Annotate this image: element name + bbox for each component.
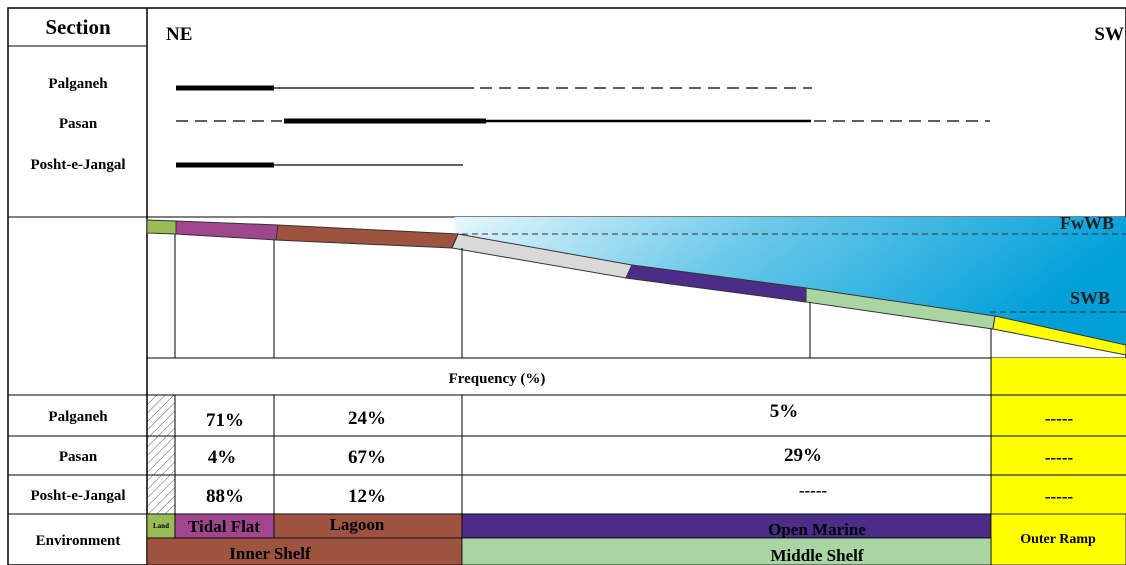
freq-palganeh-marine: 5% [770, 401, 799, 422]
env-tidal-flat-cell [174, 513, 275, 539]
freq-pasan-lagoon: 67% [348, 447, 386, 468]
env-land-label: Land [153, 522, 169, 530]
env-middle-shelf-label: Middle Shelf [770, 546, 863, 565]
profile-lagoon [275, 224, 459, 249]
env-middle-shelf-cell [461, 537, 992, 565]
range-section-pasan: Pasan [59, 116, 98, 132]
env-tidal-flat-label: Tidal Flat [188, 517, 260, 536]
frequency-header: Frequency (%) [449, 371, 546, 387]
profile-land [146, 219, 177, 235]
environment-label: Environment [36, 533, 121, 549]
freq-posht-marine: ----- [799, 481, 828, 500]
freq-posht-lagoon: 12% [348, 486, 386, 507]
range-section-palganeh: Palganeh [48, 76, 108, 92]
freq-posht-outer: ----- [1045, 487, 1074, 506]
freq-row-name-palganeh: Palganeh [48, 409, 108, 425]
env-inner-shelf-label: Inner Shelf [229, 544, 311, 563]
range-section-posht-e-jangal: Posht-e-Jangal [31, 157, 126, 173]
env-inner-shelf-cell [146, 537, 463, 565]
env-open-marine-label: Open Marine [768, 520, 866, 539]
freq-row-name-pasan: Pasan [59, 449, 98, 465]
freq-posht-tidal: 88% [206, 486, 244, 507]
freq-pasan-tidal: 4% [208, 447, 237, 468]
swb-label: SWB [1070, 288, 1110, 308]
fwwb-label: FwWB [1060, 213, 1114, 233]
freq-pasan-outer: ----- [1045, 448, 1074, 467]
land-hatch [146, 394, 176, 515]
freq-palganeh-tidal: 71% [206, 410, 244, 431]
env-open-marine-cell [461, 513, 992, 539]
profile-outer-ramp [992, 315, 1126, 356]
sw-label: SW [1094, 24, 1124, 45]
profile-tidal-flat [175, 220, 279, 241]
freq-palganeh-lagoon: 24% [348, 408, 386, 429]
ne-label: NE [166, 24, 192, 45]
freq-pasan-marine: 29% [784, 445, 822, 466]
env-lagoon-label: Lagoon [330, 515, 385, 534]
freq-palganeh-outer: ----- [1045, 409, 1074, 428]
env-lagoon-cell [273, 513, 463, 539]
env-outer-ramp-label: Outer Ramp [1020, 532, 1096, 547]
section-header: Section [45, 15, 111, 39]
env-outer-ramp-cell [990, 513, 1126, 565]
freq-row-name-posht-e-jangal: Posht-e-Jangal [31, 488, 126, 504]
